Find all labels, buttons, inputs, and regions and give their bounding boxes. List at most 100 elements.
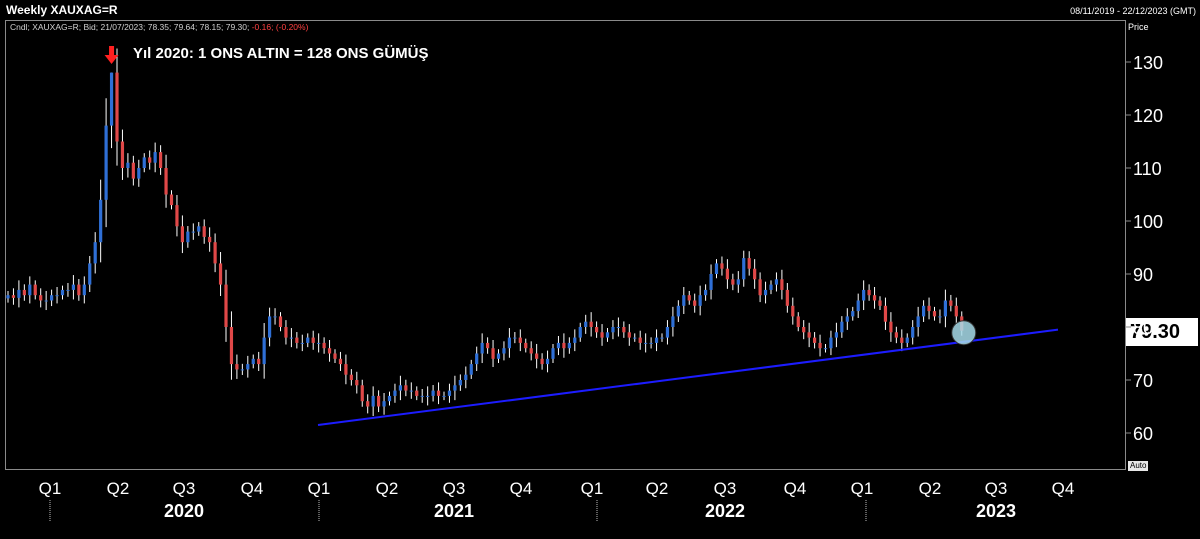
candle-body: [338, 358, 343, 365]
candle-body: [224, 284, 228, 327]
candle-body: [420, 395, 424, 397]
candle-body: [475, 353, 479, 365]
y-tick-label: 60: [1133, 424, 1153, 444]
candle-body: [627, 332, 631, 338]
candle-body: [393, 390, 397, 396]
candle-body: [50, 295, 54, 301]
candle-body: [148, 157, 152, 163]
candle-body: [404, 385, 408, 391]
x-quarter-label: Q2: [646, 479, 669, 498]
candle-body: [300, 342, 304, 344]
candle-body: [813, 337, 817, 343]
y-tick-label: 80: [1133, 318, 1153, 338]
support-trendline: [317, 328, 1059, 427]
candle-body: [17, 289, 21, 298]
candle-body: [317, 342, 321, 344]
candle-body: [186, 231, 190, 243]
candle-body: [126, 162, 130, 168]
candle-body: [932, 311, 937, 317]
candle-body: [197, 226, 201, 232]
candle-body: [927, 305, 931, 312]
candle-body: [273, 316, 277, 318]
candle-body: [77, 284, 81, 296]
candle-body: [780, 279, 784, 290]
candle-body: [616, 327, 620, 328]
x-year-label: 2021: [434, 501, 474, 521]
candle-body: [622, 327, 626, 333]
candle-body: [257, 358, 261, 365]
candle-body: [11, 295, 16, 298]
candle-body: [524, 342, 528, 349]
candle-body: [785, 289, 789, 306]
candle-body: [545, 358, 550, 365]
candle-body: [638, 337, 642, 343]
candle-body: [611, 327, 615, 333]
candle-body: [120, 141, 125, 168]
candle-body: [595, 327, 599, 333]
candle-body: [387, 395, 392, 402]
candle-body: [213, 242, 217, 264]
candle-body: [769, 284, 773, 290]
date-range: 08/11/2019 - 22/12/2023 (GMT): [1070, 6, 1196, 16]
candle-body: [55, 295, 59, 297]
x-quarter-label: Q1: [851, 479, 874, 498]
candle-body: [867, 289, 871, 296]
highlight-circle: [951, 320, 977, 346]
candle-body: [431, 390, 435, 396]
candle-body: [137, 168, 141, 179]
candle-body: [153, 152, 157, 163]
candle-body: [676, 305, 680, 317]
candle-body: [208, 236, 212, 243]
candle-body: [169, 194, 174, 206]
x-quarter-label: Q3: [173, 479, 196, 498]
candle-body: [567, 342, 571, 349]
candle-body: [360, 385, 364, 402]
candle-body: [714, 263, 719, 274]
x-quarter-label: Q3: [443, 479, 466, 498]
candle-body: [774, 279, 779, 285]
candle-body: [377, 395, 381, 407]
candle-body: [823, 348, 828, 350]
candle-body: [954, 305, 958, 317]
candle-body: [464, 374, 468, 380]
candle-body: [540, 358, 544, 365]
x-year-label: 2022: [705, 501, 745, 521]
candle-body: [507, 337, 511, 349]
candle-body: [349, 374, 353, 380]
plot-area[interactable]: [5, 20, 1126, 470]
y-tick-label: 90: [1133, 265, 1153, 285]
candle-body: [872, 295, 877, 301]
x-quarter-label: Q2: [919, 479, 942, 498]
y-tick-label: 100: [1133, 212, 1163, 232]
legend-values: Cndl; XAUXAG=R; Bid; 21/07/2023; 78.35; …: [10, 22, 250, 32]
candle-body: [709, 274, 713, 290]
candle-body: [398, 385, 402, 391]
auto-scale-button[interactable]: Auto: [1128, 461, 1149, 471]
candle-body: [862, 289, 866, 301]
x-quarter-label: Q4: [241, 479, 264, 498]
candle-body: [911, 327, 915, 338]
candle-body: [573, 337, 577, 343]
candle-body: [44, 300, 48, 302]
candle-body: [426, 395, 430, 397]
candle-body: [660, 337, 664, 339]
candle-body: [235, 364, 239, 370]
candle-body: [409, 390, 413, 392]
candle-body: [731, 279, 735, 285]
candle-body: [529, 348, 533, 354]
candle-body: [840, 321, 844, 333]
candle-body: [829, 337, 833, 349]
candle-body: [649, 342, 653, 344]
candle-body: [436, 390, 441, 396]
candle-body: [322, 342, 326, 349]
candle-body: [142, 157, 146, 168]
candle-body: [191, 231, 195, 233]
candle-body: [753, 268, 757, 280]
candle-body: [720, 263, 724, 269]
candle-body: [889, 321, 893, 333]
candle-body: [562, 342, 566, 349]
candle-body: [28, 284, 32, 296]
candle-body: [916, 316, 920, 327]
candle-body: [159, 152, 163, 168]
candle-body: [295, 337, 299, 343]
